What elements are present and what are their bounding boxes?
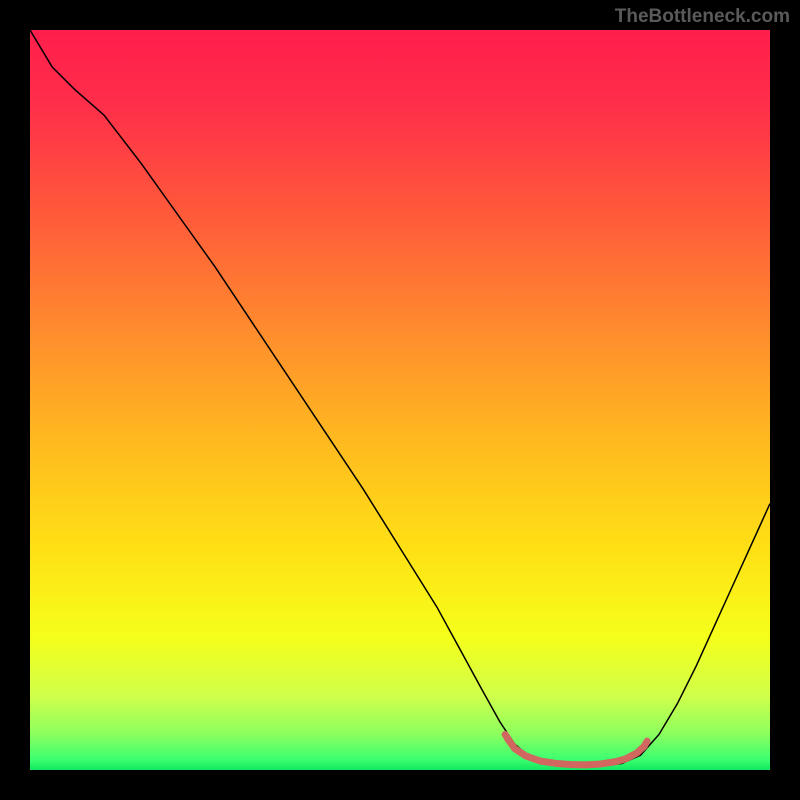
- bottleneck-curve: [30, 30, 770, 766]
- valley-marker-dots: [505, 734, 647, 746]
- plot-area: [30, 30, 770, 770]
- watermark-text: TheBottleneck.com: [615, 6, 790, 28]
- curve-layer: [30, 30, 770, 770]
- valley-marker: [507, 738, 644, 765]
